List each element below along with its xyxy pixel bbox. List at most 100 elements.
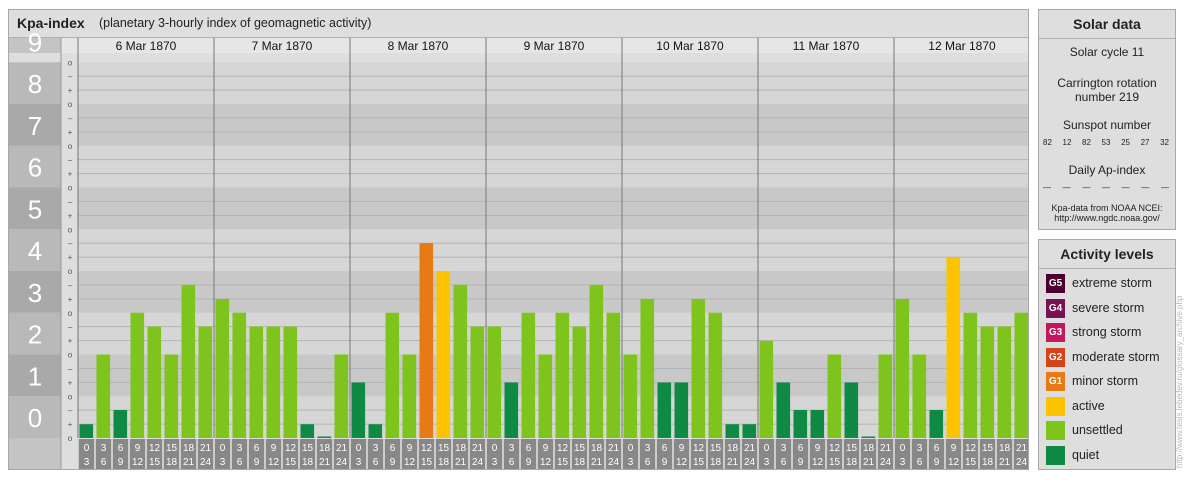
- interval-end-label: 18: [302, 457, 314, 468]
- minor-tick-label: o: [68, 434, 73, 443]
- interval-cell: [367, 439, 384, 469]
- interval-start-label: 6: [662, 443, 668, 454]
- y-tick-label: 6: [28, 153, 42, 183]
- minor-tick-label: –: [68, 239, 73, 248]
- y-label-cell: [9, 229, 61, 271]
- legend-label: active: [1072, 398, 1105, 413]
- interval-start-label: 18: [319, 443, 331, 454]
- legend-swatch: [1046, 421, 1065, 440]
- ap-value: —: [1121, 183, 1130, 192]
- interval-start-label: 9: [271, 443, 277, 454]
- interval-cell: [146, 439, 163, 469]
- interval-cell: [775, 439, 792, 469]
- y-label-cell: [9, 354, 61, 397]
- legend-label: quiet: [1072, 447, 1100, 462]
- kp-bar: [436, 271, 451, 438]
- interval-end-label: 12: [132, 457, 144, 468]
- interval-start-label: 6: [118, 443, 124, 454]
- kp-bar: [385, 312, 400, 438]
- sunspot-title: Sunspot number: [1062, 118, 1152, 132]
- kp-bar: [776, 382, 791, 438]
- legend-swatch: [1046, 445, 1065, 465]
- interval-start-label: 15: [302, 443, 314, 454]
- ap-values: — — — — — — —: [1043, 183, 1169, 192]
- interval-end-label: 21: [863, 457, 875, 468]
- kp-bar: [878, 354, 893, 438]
- interval-end-label: 6: [917, 457, 923, 468]
- interval-start-label: 15: [438, 443, 450, 454]
- interval-cell: [860, 439, 877, 469]
- y-label-cell: [9, 271, 61, 313]
- interval-start-label: 6: [798, 443, 804, 454]
- minor-tick-label: +: [68, 378, 73, 387]
- kp-band: [78, 104, 1028, 146]
- interval-cell: [333, 439, 350, 469]
- source-line1: Kpa-data from NOAA NCEI:: [1051, 203, 1163, 213]
- interval-end-label: 15: [285, 457, 297, 468]
- minor-tick-label: o: [68, 267, 73, 276]
- interval-start-label: 12: [149, 443, 161, 454]
- carrington-line1: Carrington rotation: [1057, 76, 1157, 90]
- interval-cell: [690, 439, 707, 469]
- interval-cell: [639, 439, 656, 469]
- interval-end-label: 6: [509, 457, 515, 468]
- interval-start-label: 6: [390, 443, 396, 454]
- kp-bar: [946, 257, 961, 438]
- interval-cell: [571, 439, 588, 469]
- interval-end-label: 6: [645, 457, 651, 468]
- kp-bar: [691, 298, 706, 438]
- y-label-cell: [9, 396, 61, 438]
- legend-swatch: [1046, 396, 1065, 416]
- interval-start-label: 6: [254, 443, 260, 454]
- interval-cell: [605, 439, 622, 469]
- y-tick-label: 4: [28, 236, 42, 266]
- interval-cell: [248, 439, 265, 469]
- sunspot-value: 53: [1101, 138, 1111, 147]
- minor-tick-label: o: [68, 184, 73, 193]
- interval-end-label: 9: [118, 457, 124, 468]
- interval-start-label: 21: [472, 443, 484, 454]
- kp-bar: [640, 298, 655, 438]
- legend-swatch: G1: [1046, 372, 1065, 391]
- kp-bar: [929, 410, 944, 438]
- ap-value: —: [1160, 183, 1169, 192]
- interval-start-label: 12: [829, 443, 841, 454]
- y-label-cell: [9, 62, 61, 104]
- interval-end-label: 21: [727, 457, 739, 468]
- interval-start-label: 12: [965, 443, 977, 454]
- interval-end-label: 12: [948, 457, 960, 468]
- interval-end-label: 18: [982, 457, 994, 468]
- y-tick-label: 7: [28, 111, 42, 141]
- chart-subtitle: (planetary 3-hourly index of geomagnetic…: [99, 16, 372, 30]
- interval-start-label: 12: [421, 443, 433, 454]
- kp-bar: [164, 354, 179, 438]
- y-tick-label: 1: [28, 361, 42, 391]
- interval-cell: [656, 439, 673, 469]
- interval-cell: [911, 439, 928, 469]
- kp-bar: [351, 382, 366, 438]
- kp-bar: [1014, 312, 1028, 438]
- interval-end-label: 15: [149, 457, 161, 468]
- kpa-index-panel: Kpa-index (planetary 3-hourly index of g…: [8, 9, 1029, 470]
- interval-cell: [588, 439, 605, 469]
- interval-end-label: 24: [744, 457, 756, 468]
- minor-tick-label: o: [68, 392, 73, 401]
- interval-end-label: 15: [421, 457, 433, 468]
- interval-start-label: 3: [781, 443, 787, 454]
- kp-bar: [827, 354, 842, 438]
- day-label: 12 Mar 1870: [928, 39, 996, 53]
- kp-bar: [283, 326, 298, 438]
- legend-label: extreme storm: [1072, 276, 1152, 290]
- interval-end-label: 3: [84, 457, 90, 468]
- minor-tick-label: +: [68, 211, 73, 220]
- interval-start-label: 12: [285, 443, 297, 454]
- interval-cell: [503, 439, 520, 469]
- kp-bar: [402, 354, 417, 438]
- kp-bar: [861, 436, 876, 438]
- interval-cell: [673, 439, 690, 469]
- y-label-cell: [9, 187, 61, 230]
- interval-end-label: 6: [373, 457, 379, 468]
- kp-bar: [368, 424, 383, 438]
- interval-end-label: 9: [662, 457, 668, 468]
- kp-bar: [470, 326, 485, 438]
